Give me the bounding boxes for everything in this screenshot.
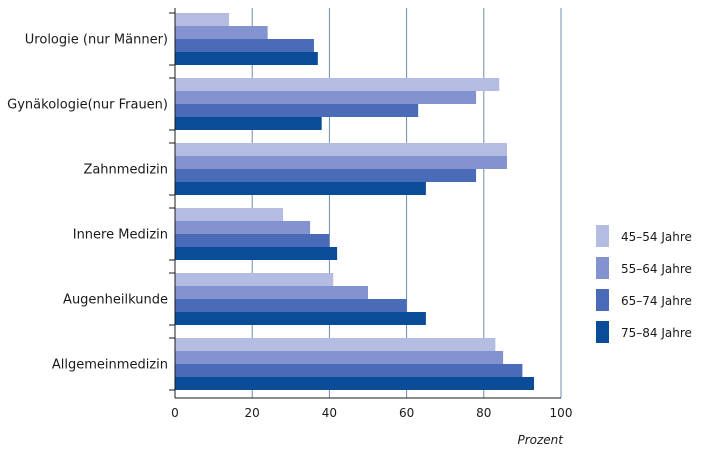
x-tick-label: 20	[245, 406, 260, 420]
category-label: Zahnmedizin	[83, 163, 168, 178]
x-axis-label: Prozent	[517, 433, 564, 447]
legend: 45–54 Jahre 55–64 Jahre 65–74 Jahre 75–84 J…	[596, 225, 692, 343]
bar	[175, 39, 314, 52]
bar	[175, 143, 507, 156]
category-labels: Urologie (nur Männer) Gynäkologie(nur Fra…	[7, 33, 168, 373]
category-label: Allgemeinmedizin	[52, 358, 168, 373]
bar	[175, 52, 318, 65]
legend-label: 75–84 Jahre	[621, 326, 692, 340]
category-label: Innere Medizin	[73, 228, 168, 243]
bar	[175, 117, 322, 130]
x-tick-label: 60	[399, 406, 414, 420]
category-label: Urologie (nur Männer)	[25, 33, 168, 48]
bar	[175, 273, 334, 286]
bar	[175, 351, 504, 364]
x-tick-label: 80	[476, 406, 491, 420]
bar	[175, 299, 407, 312]
x-tick-label: 40	[322, 406, 337, 420]
legend-label: 55–64 Jahre	[621, 262, 692, 276]
category-label: Gynäkologie(nur Frauen)	[7, 98, 168, 113]
legend-swatch	[596, 321, 609, 343]
x-tick-label: 0	[171, 406, 179, 420]
bar	[175, 247, 338, 260]
bar	[175, 91, 477, 104]
bar	[175, 156, 507, 169]
bar	[175, 338, 496, 351]
legend-label: 45–54 Jahre	[621, 230, 692, 244]
bar	[175, 312, 426, 325]
bar	[175, 286, 368, 299]
axes	[169, 8, 561, 399]
category-label: Augenheilkunde	[63, 293, 168, 308]
gridlines	[251, 8, 562, 398]
bar	[175, 208, 284, 221]
legend-swatch	[596, 257, 609, 279]
x-tick-labels: 0 20 40 60 80 100	[171, 406, 572, 420]
legend-swatch	[596, 289, 609, 311]
bar	[175, 182, 426, 195]
bars	[175, 13, 534, 390]
bar	[175, 221, 311, 234]
bar	[175, 364, 523, 377]
bar	[175, 169, 477, 182]
bar	[175, 377, 534, 390]
legend-label: 65–74 Jahre	[621, 294, 692, 308]
bar	[175, 104, 419, 117]
bar	[175, 234, 330, 247]
bar	[175, 26, 268, 39]
bar	[175, 78, 500, 91]
x-tick-label: 100	[550, 406, 573, 420]
legend-swatch	[596, 225, 609, 247]
bar	[175, 13, 230, 26]
